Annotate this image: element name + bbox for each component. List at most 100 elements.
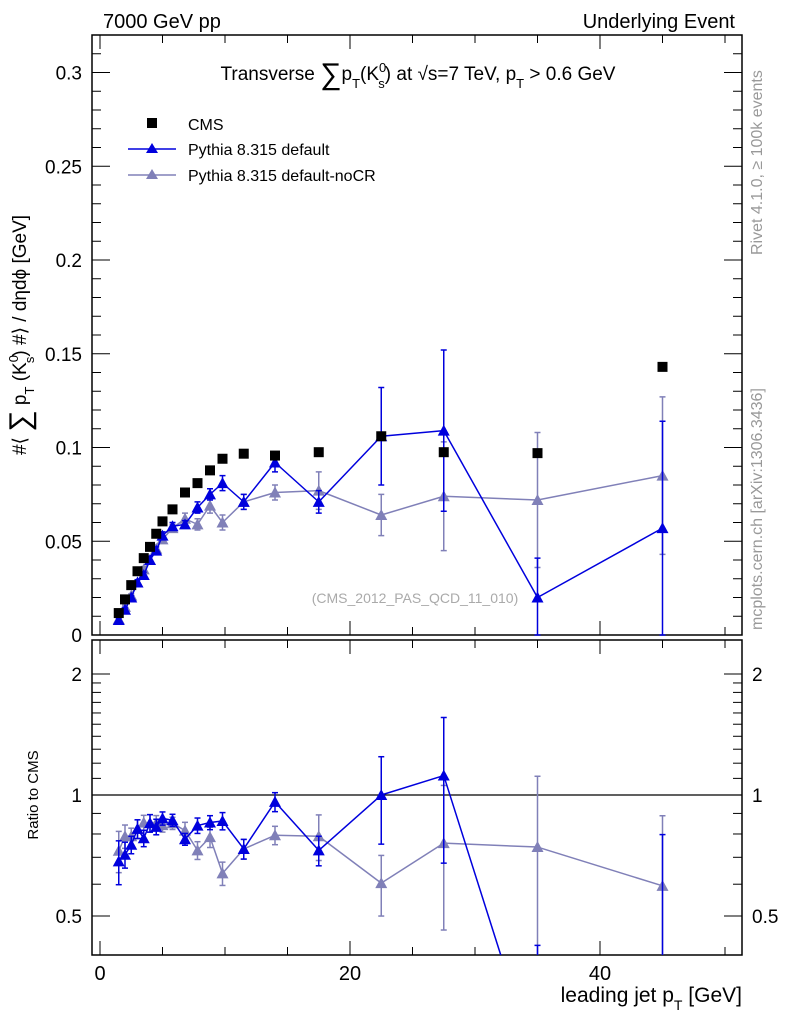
- x-tick-label: 20: [339, 963, 361, 985]
- y-tick-label: 0.15: [45, 345, 82, 366]
- series-line-segment: [318, 435, 382, 503]
- series-line-segment: [537, 527, 663, 599]
- data-point-triangle: [216, 477, 229, 489]
- legend-marker-cms: [147, 118, 157, 128]
- data-point-triangle: [191, 518, 204, 530]
- series-line-segment: [318, 835, 382, 884]
- series-line-segment: [380, 842, 445, 884]
- chart-title: Transverse ∑pT(K0 s) at √s=7 TeV, pT > 0.…: [221, 58, 616, 91]
- mcplots-label: mcplots.cern.ch [arXiv:1306.3436]: [749, 388, 766, 630]
- ratio-y-tick-label-right: 2: [752, 665, 763, 686]
- data-point-triangle: [204, 488, 216, 500]
- data-point-triangle: [112, 855, 125, 867]
- data-point-triangle: [125, 838, 138, 850]
- header-left: 7000 GeV pp: [103, 11, 221, 33]
- data-point-square: [376, 431, 387, 442]
- data-point-triangle: [204, 499, 216, 511]
- series-line-segment: [381, 429, 444, 437]
- data-point-square: [192, 478, 203, 489]
- data-point-square: [657, 361, 668, 372]
- y-tick-label: 0: [71, 626, 82, 647]
- data-point-triangle: [375, 509, 388, 520]
- series-nocr-ratio: [112, 775, 669, 955]
- series-line-segment: [318, 794, 382, 851]
- y-tick-label: 0.3: [56, 64, 82, 85]
- data-point-triangle: [156, 812, 169, 824]
- data-point-triangle: [179, 833, 191, 845]
- data-point-square: [126, 580, 137, 591]
- ratio-y-tick-label: 2: [71, 665, 82, 686]
- series-line-segment: [443, 430, 539, 598]
- series-line-segment: [243, 834, 276, 850]
- legend: CMS Pythia 8.315 default Pythia 8.315 de…: [128, 117, 376, 185]
- data-point-triangle: [531, 841, 544, 853]
- data-point-triangle: [204, 831, 216, 843]
- ratio-y-tick-label-right: 1: [752, 786, 763, 807]
- series-line-segment: [443, 495, 538, 501]
- data-point-square: [113, 608, 124, 619]
- data-point-triangle: [312, 495, 325, 507]
- y-tick-label: 0.25: [45, 157, 82, 178]
- header-right: Underlying Event: [583, 11, 736, 33]
- y-tick-label: 0.05: [45, 532, 82, 553]
- data-point-square: [313, 447, 324, 458]
- data-point-triangle: [312, 844, 325, 856]
- series-line-segment: [537, 474, 663, 501]
- data-point-triangle: [237, 842, 250, 854]
- series-line-segment: [243, 491, 276, 503]
- ratio-y-tick-label: 1: [71, 786, 82, 807]
- series-line-segment: [243, 462, 276, 503]
- data-point-triangle: [216, 867, 229, 879]
- data-point-triangle: [269, 829, 281, 841]
- data-point-triangle: [437, 769, 450, 781]
- series-line-segment: [381, 774, 444, 796]
- data-point-triangle: [179, 518, 191, 530]
- data-point-triangle: [531, 591, 544, 603]
- data-point-triangle: [137, 832, 150, 844]
- data-point-triangle: [531, 494, 544, 505]
- analysis-tag: (CMS_2012_PAS_QCD_11_010): [312, 590, 519, 606]
- ratio-y-label: Ratio to CMS: [25, 750, 42, 839]
- data-point-triangle: [191, 819, 204, 831]
- series-line-segment: [274, 801, 320, 851]
- data-point-square: [438, 447, 449, 458]
- data-point-square: [270, 450, 280, 461]
- data-point-triangle: [375, 877, 388, 889]
- data-point-square: [138, 553, 149, 564]
- data-point-square: [157, 516, 168, 527]
- legend-marker-default: [146, 143, 158, 153]
- ratio-y-tick-label-right: 0.5: [752, 907, 778, 928]
- series-line-segment: [443, 775, 502, 956]
- legend-marker-nocr: [146, 169, 158, 179]
- data-point-square: [217, 453, 228, 464]
- data-point-square: [145, 541, 155, 552]
- data-point-triangle: [204, 816, 216, 828]
- ratio-y-tick-label: 0.5: [56, 907, 82, 928]
- series-line-segment: [537, 846, 663, 887]
- series-cms: [113, 361, 668, 619]
- ratio-plot-frame: [91, 639, 743, 956]
- data-point-square: [180, 487, 190, 498]
- data-point-triangle: [112, 614, 125, 625]
- data-point-triangle: [119, 848, 131, 860]
- x-axis-label: leading jet pT [GeV]: [561, 984, 742, 1013]
- series-default-ratio: [112, 716, 666, 956]
- series-line-segment: [443, 842, 538, 848]
- data-point-triangle: [137, 569, 150, 580]
- series-line-segment: [274, 461, 320, 503]
- data-point-triangle: [269, 795, 281, 807]
- data-point-triangle: [237, 495, 250, 507]
- data-point-square: [167, 504, 178, 515]
- x-tick-label: 0: [94, 963, 105, 985]
- legend-label-default: Pythia 8.315 default: [188, 142, 330, 159]
- series-line-segment: [381, 495, 444, 516]
- data-point-triangle: [144, 817, 156, 829]
- data-point-square: [132, 566, 143, 577]
- data-point-square: [120, 594, 130, 605]
- data-point-triangle: [437, 424, 450, 436]
- y-tick-label: 0.1: [56, 439, 82, 460]
- series-line-segment: [274, 489, 319, 494]
- x-tick-label: 40: [589, 963, 611, 985]
- legend-label-nocr: Pythia 8.315 default-noCR: [188, 168, 376, 185]
